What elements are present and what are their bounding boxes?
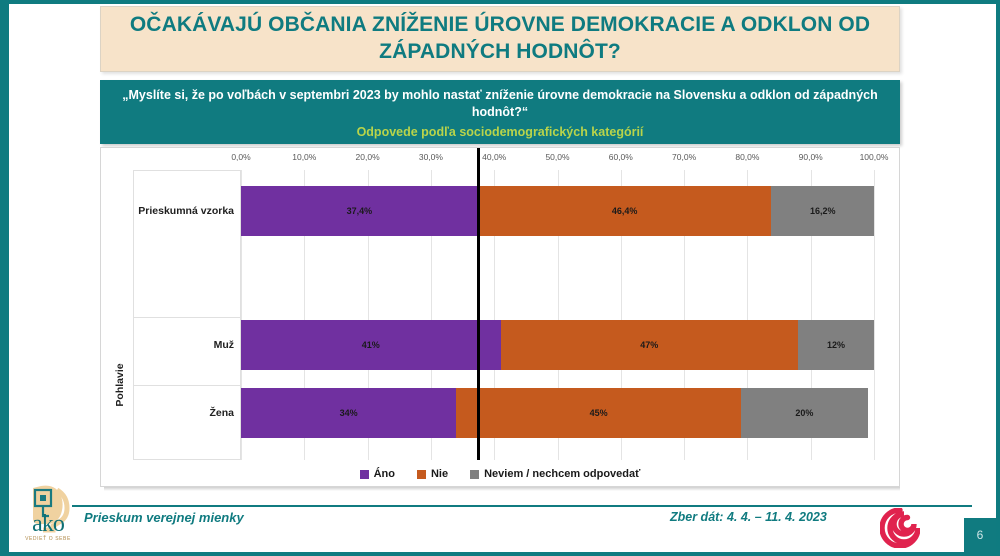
- footer-collection-date: Zber dát: 4. 4. – 11. 4. 2023: [670, 510, 827, 524]
- gridline: [874, 170, 875, 460]
- legend-label: Neviem / nechcem odpovedať: [484, 468, 641, 480]
- x-axis-tick-label: 0,0%: [231, 152, 251, 162]
- bar-segment[interactable]: 45%: [456, 388, 742, 438]
- page-number-badge: 6: [964, 518, 996, 552]
- bar-segment[interactable]: 41%: [241, 320, 501, 370]
- bar-segment-label: 45%: [589, 408, 608, 418]
- footer-caption: Prieskum verejnej mienky: [84, 510, 244, 525]
- x-axis-tick-label: 50,0%: [545, 152, 570, 162]
- chart-legend: Áno Nie Neviem / nechcem odpovedať: [101, 468, 899, 480]
- x-axis-tick-label: 20,0%: [355, 152, 380, 162]
- bar-segment[interactable]: 20%: [741, 388, 868, 438]
- bar-row[interactable]: 41% 47% 12%: [241, 320, 874, 370]
- bar-segment-label: 16,2%: [809, 206, 836, 216]
- legend-label: Nie: [430, 468, 449, 480]
- x-axis-tick-label: 100,0%: [859, 152, 889, 162]
- bar-segment[interactable]: 46,4%: [477, 186, 772, 236]
- gridline: [747, 170, 749, 460]
- bar-segment[interactable]: 16,2%: [771, 186, 874, 236]
- category-separator: [134, 385, 240, 386]
- reference-line: [476, 148, 480, 460]
- ako-logo-wordmark: ako: [32, 511, 65, 537]
- category-label: Žena: [209, 407, 234, 419]
- slide-border-bottom: [0, 552, 1000, 556]
- bar-segment[interactable]: 37,4%: [241, 186, 478, 236]
- survey-subtitle: Odpovede podľa sociodemografických kateg…: [356, 125, 644, 139]
- legend-label: Áno: [373, 468, 395, 480]
- bar-segment-label: 41%: [361, 340, 380, 350]
- ako-logo-tagline: VEDIEŤ O SEBE: [25, 536, 71, 542]
- legend-item[interactable]: Áno: [359, 468, 395, 480]
- brand-spiral-icon: [880, 508, 920, 548]
- gridline: [684, 170, 686, 460]
- category-label: Muž: [213, 339, 234, 351]
- legend-swatch: [359, 469, 369, 479]
- ako-logo-icon: [33, 485, 70, 533]
- x-axis-tick-label: 70,0%: [672, 152, 697, 162]
- bar-segment[interactable]: 47%: [500, 320, 799, 370]
- gridline: [557, 170, 559, 460]
- bar-segment[interactable]: 34%: [241, 388, 457, 438]
- survey-question: „Myslíte si, že po voľbách v septembri 2…: [122, 88, 878, 119]
- y-axis-group-column: Pohlavie: [106, 170, 133, 460]
- legend-item[interactable]: Nie: [416, 468, 449, 480]
- legend-swatch: [470, 469, 480, 479]
- legend-swatch: [416, 469, 426, 479]
- gridline: [241, 170, 242, 460]
- gridline: [494, 170, 496, 460]
- x-axis-ticks: 0,0% 10,0% 20,0% 30,0% 40,0% 50,0% 60,0% 70,0% 8…: [231, 152, 888, 170]
- gridline: [620, 170, 622, 460]
- bar-row[interactable]: 37,4% 46,4% 16,2%: [241, 186, 874, 236]
- bar-segment-label: 20%: [795, 408, 814, 418]
- title-banner: OČAKÁVAJÚ OBČANIA ZNÍŽENIE ÚROVNE DEMOKR…: [100, 6, 900, 72]
- page-title: OČAKÁVAJÚ OBČANIA ZNÍŽENIE ÚROVNE DEMOKR…: [129, 13, 871, 63]
- x-axis-tick-label: 40,0%: [482, 152, 507, 162]
- legend-item[interactable]: Neviem / nechcem odpovedať: [470, 468, 640, 480]
- subtitle-banner: „Myslíte si, že po voľbách v septembri 2…: [100, 80, 900, 144]
- x-axis-tick-label: 60,0%: [608, 152, 633, 162]
- y-axis-category-column: Prieskumná vzorka Muž Žena: [133, 170, 241, 460]
- bar-segment-label: 34%: [339, 408, 358, 418]
- slide-border-right: [996, 0, 1000, 556]
- bar-segment-label: 46,4%: [611, 206, 638, 216]
- footer-divider: [72, 505, 972, 507]
- plot-area: 37,4% 46,4% 16,2% 41% 47% 12% 34% 45% 20%: [241, 148, 875, 460]
- gridline: [367, 170, 369, 460]
- bar-segment[interactable]: 12%: [798, 320, 874, 370]
- panel-shadow: [104, 487, 900, 491]
- bar-segment-label: 47%: [640, 340, 659, 350]
- x-axis-tick-label: 30,0%: [418, 152, 443, 162]
- slide-border-left: [0, 0, 9, 556]
- bar-segment-label: 12%: [826, 340, 845, 350]
- bar-segment-label: 37,4%: [346, 206, 373, 216]
- category-label: Prieskumná vzorka: [138, 205, 234, 217]
- x-axis-tick-label: 90,0%: [798, 152, 823, 162]
- slide-border-top: [0, 0, 1000, 4]
- category-separator: [134, 317, 240, 318]
- gridline: [430, 170, 432, 460]
- x-axis-tick-label: 10,0%: [292, 152, 317, 162]
- bar-row[interactable]: 34% 45% 20%: [241, 388, 868, 438]
- gridline: [304, 170, 306, 460]
- y-axis-group-label: Pohlavie: [113, 363, 126, 407]
- x-axis-tick-label: 80,0%: [735, 152, 760, 162]
- chart-panel: 0,0% 10,0% 20,0% 30,0% 40,0% 50,0% 60,0% 70,0% 8…: [100, 147, 900, 487]
- gridline: [810, 170, 812, 460]
